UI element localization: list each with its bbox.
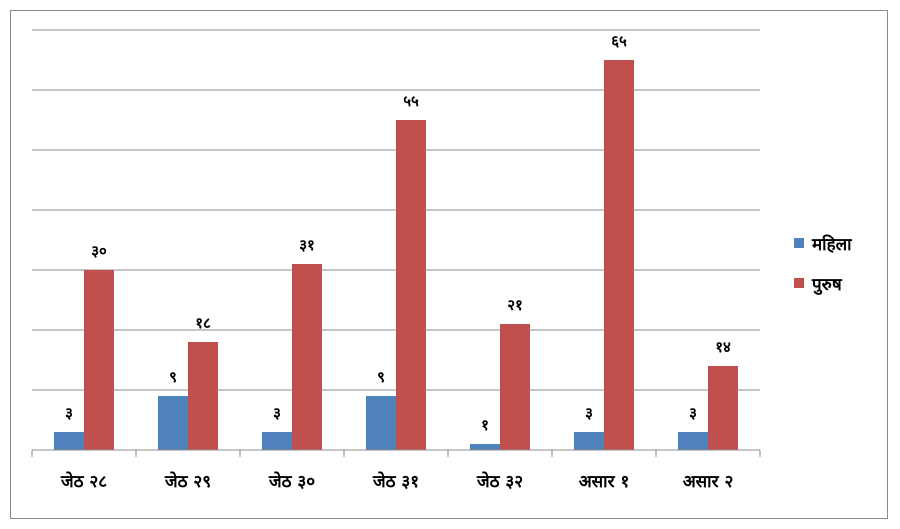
bar-mahila [678, 432, 708, 450]
x-tick-label: असार २ [683, 472, 734, 492]
bar-purush [708, 366, 738, 450]
x-tick-label: जेठ ३० [268, 471, 315, 492]
data-label: ३ [65, 404, 73, 422]
data-label: ३१ [299, 236, 315, 254]
legend-swatch [794, 278, 804, 288]
bar-mahila [158, 396, 188, 450]
legend-swatch [794, 238, 804, 248]
bar-mahila [262, 432, 292, 450]
data-label: ३ [273, 404, 281, 422]
legend: महिला पुरुष [794, 234, 852, 295]
data-label: ९ [169, 368, 177, 386]
x-axis: जेठ २८ जेठ २९ जेठ ३० जेठ ३१ जेठ ३२ असार १ असार… [31, 449, 761, 492]
bar-mahila [470, 444, 500, 450]
bar-purush [84, 270, 114, 450]
data-label: १४ [715, 338, 731, 356]
data-label: ३ [689, 404, 697, 422]
bars [54, 60, 738, 450]
bar-mahila [574, 432, 604, 450]
x-tick-label: जेठ २९ [164, 471, 211, 492]
bar-mahila [54, 432, 84, 450]
data-label: ९ [377, 368, 385, 386]
bar-purush [188, 342, 218, 450]
x-tick-label: जेठ ३१ [372, 471, 419, 492]
chart-frame [10, 10, 888, 519]
bar-purush [604, 60, 634, 450]
data-label: २१ [507, 296, 523, 314]
legend-label: पुरुष [811, 275, 843, 295]
bar-mahila [366, 396, 396, 450]
data-label: ३० [91, 242, 107, 260]
legend-label: महिला [811, 234, 852, 255]
data-labels: ३ ९ ३ ९ १ ३ ३ ३० १८ ३१ ५५ २१ ६५ १४ [65, 32, 731, 434]
bar-purush [396, 120, 426, 450]
data-label: ५५ [403, 92, 419, 110]
x-tick-label: असार १ [579, 472, 630, 492]
x-tick-label: जेठ २८ [60, 471, 107, 492]
bar-purush [292, 264, 322, 450]
data-label: ६५ [611, 32, 627, 50]
data-label: ३ [585, 404, 593, 422]
bar-purush [500, 324, 530, 450]
data-label: १८ [195, 314, 211, 332]
x-tick-label: जेठ ३२ [476, 471, 523, 492]
data-label: १ [481, 416, 489, 434]
